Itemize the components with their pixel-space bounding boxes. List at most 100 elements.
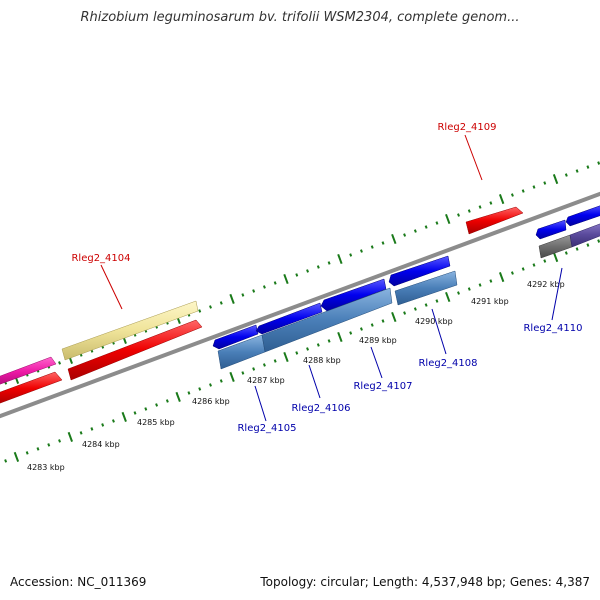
major-tick <box>552 252 559 263</box>
minor-tick <box>467 209 471 213</box>
minor-tick <box>597 239 600 243</box>
minor-tick <box>316 343 320 347</box>
minor-tick <box>209 305 212 309</box>
scale-tick-label: 4285 kbp <box>137 418 175 427</box>
major-tick <box>229 293 235 305</box>
gene-label-rleg2-4108[interactable]: Rleg2_4108 <box>418 358 477 369</box>
gene-arrow[interactable] <box>388 255 451 287</box>
accession-text: Accession: NC_011369 <box>10 575 147 589</box>
minor-tick <box>101 423 105 427</box>
scale-tick-label: 4290 kbp <box>415 317 453 326</box>
minor-tick <box>435 221 439 225</box>
major-tick <box>552 174 559 185</box>
gene-arrow[interactable] <box>261 287 393 353</box>
gene-label-rleg2-4106[interactable]: Rleg2_4106 <box>291 403 350 414</box>
minor-tick <box>252 367 256 371</box>
forward-strand-track <box>0 206 524 405</box>
major-tick <box>391 233 397 245</box>
minor-tick <box>510 193 514 197</box>
minor-tick <box>457 291 460 295</box>
scale-tick-label: 4291 kbp <box>471 297 509 306</box>
minor-tick <box>349 331 353 335</box>
minor-tick <box>564 173 568 177</box>
gene-arrow[interactable] <box>0 356 57 386</box>
minor-tick <box>327 261 331 265</box>
gene-arrow[interactable] <box>67 319 203 381</box>
minor-tick <box>58 439 61 443</box>
gene-leader-lines <box>100 134 563 422</box>
minor-tick <box>273 359 277 363</box>
major-tick <box>175 391 181 402</box>
minor-tick <box>58 361 61 365</box>
minor-tick <box>370 323 374 327</box>
minor-tick <box>79 431 83 435</box>
gene-label-rleg2-4105[interactable]: Rleg2_4105 <box>237 423 296 434</box>
gene-arrow[interactable] <box>255 302 323 335</box>
gene-label-rleg2-4110[interactable]: Rleg2_4110 <box>523 323 582 334</box>
minor-tick <box>209 383 212 387</box>
minor-tick <box>133 411 137 415</box>
minor-tick <box>370 245 374 249</box>
minor-tick <box>295 351 299 355</box>
map-title: Rhizobium leguminosarum bv. trifolii WSM… <box>80 10 520 25</box>
gene-label-rleg2-4104[interactable]: Rleg2_4104 <box>71 253 130 264</box>
major-tick <box>337 253 343 265</box>
major-tick <box>498 272 505 283</box>
minor-tick <box>306 347 310 351</box>
gene-arrow[interactable] <box>565 204 600 227</box>
minor-tick <box>198 387 202 391</box>
gene-arrow[interactable] <box>320 278 387 312</box>
minor-tick <box>262 285 266 289</box>
minor-tick <box>4 459 8 463</box>
minor-tick <box>381 241 385 245</box>
minor-tick <box>36 447 40 451</box>
gene-arrow[interactable] <box>465 206 524 235</box>
minor-tick <box>327 339 331 343</box>
minor-tick <box>155 403 159 407</box>
minor-tick <box>25 451 29 455</box>
major-tick <box>283 351 289 363</box>
scale-tick-label: 4288 kbp <box>303 356 341 365</box>
scale-tick-label: 4284 kbp <box>82 440 120 449</box>
minor-tick <box>241 293 245 297</box>
minor-tick <box>403 311 407 315</box>
scale-tick-label: 4286 kbp <box>192 397 230 406</box>
minor-tick <box>467 287 471 291</box>
minor-tick <box>187 391 191 395</box>
gene-arrow[interactable] <box>212 324 259 350</box>
minor-tick <box>413 229 417 233</box>
minor-tick <box>413 307 417 311</box>
minor-tick <box>198 309 202 313</box>
minor-tick <box>521 267 525 271</box>
minor-tick <box>381 319 385 323</box>
gene-arrow[interactable] <box>61 300 199 361</box>
gene-arrow[interactable] <box>569 222 600 248</box>
minor-tick <box>306 269 310 273</box>
genome-backbone <box>0 191 600 419</box>
minor-tick <box>47 443 51 447</box>
genome-stats-text: Topology: circular; Length: 4,537,948 bp… <box>260 575 590 589</box>
minor-tick <box>349 253 353 257</box>
minor-tick <box>586 165 590 169</box>
major-tick <box>337 331 343 343</box>
minor-tick <box>521 189 525 193</box>
minor-tick <box>424 225 428 229</box>
minor-tick <box>564 251 568 255</box>
minor-tick <box>478 283 482 287</box>
gene-arrow[interactable] <box>394 270 458 306</box>
gene-label-rleg2-4109[interactable]: Rleg2_4109 <box>437 122 496 133</box>
minor-tick <box>360 249 363 253</box>
minor-tick <box>575 169 579 173</box>
gene-label-rleg2-4107[interactable]: Rleg2_4107 <box>353 381 412 392</box>
major-tick <box>67 431 73 442</box>
minor-tick <box>316 265 320 269</box>
gene-arrow[interactable] <box>0 371 63 405</box>
minor-tick <box>165 399 169 403</box>
gene-labels: Rleg2_4104 Rleg2_4109 Rleg2_4105 Rleg2_4… <box>71 122 582 434</box>
minor-tick <box>489 201 493 205</box>
minor-tick <box>543 259 547 263</box>
minor-tick <box>295 273 299 277</box>
major-tick <box>121 411 127 422</box>
gene-arrow[interactable] <box>535 219 567 240</box>
